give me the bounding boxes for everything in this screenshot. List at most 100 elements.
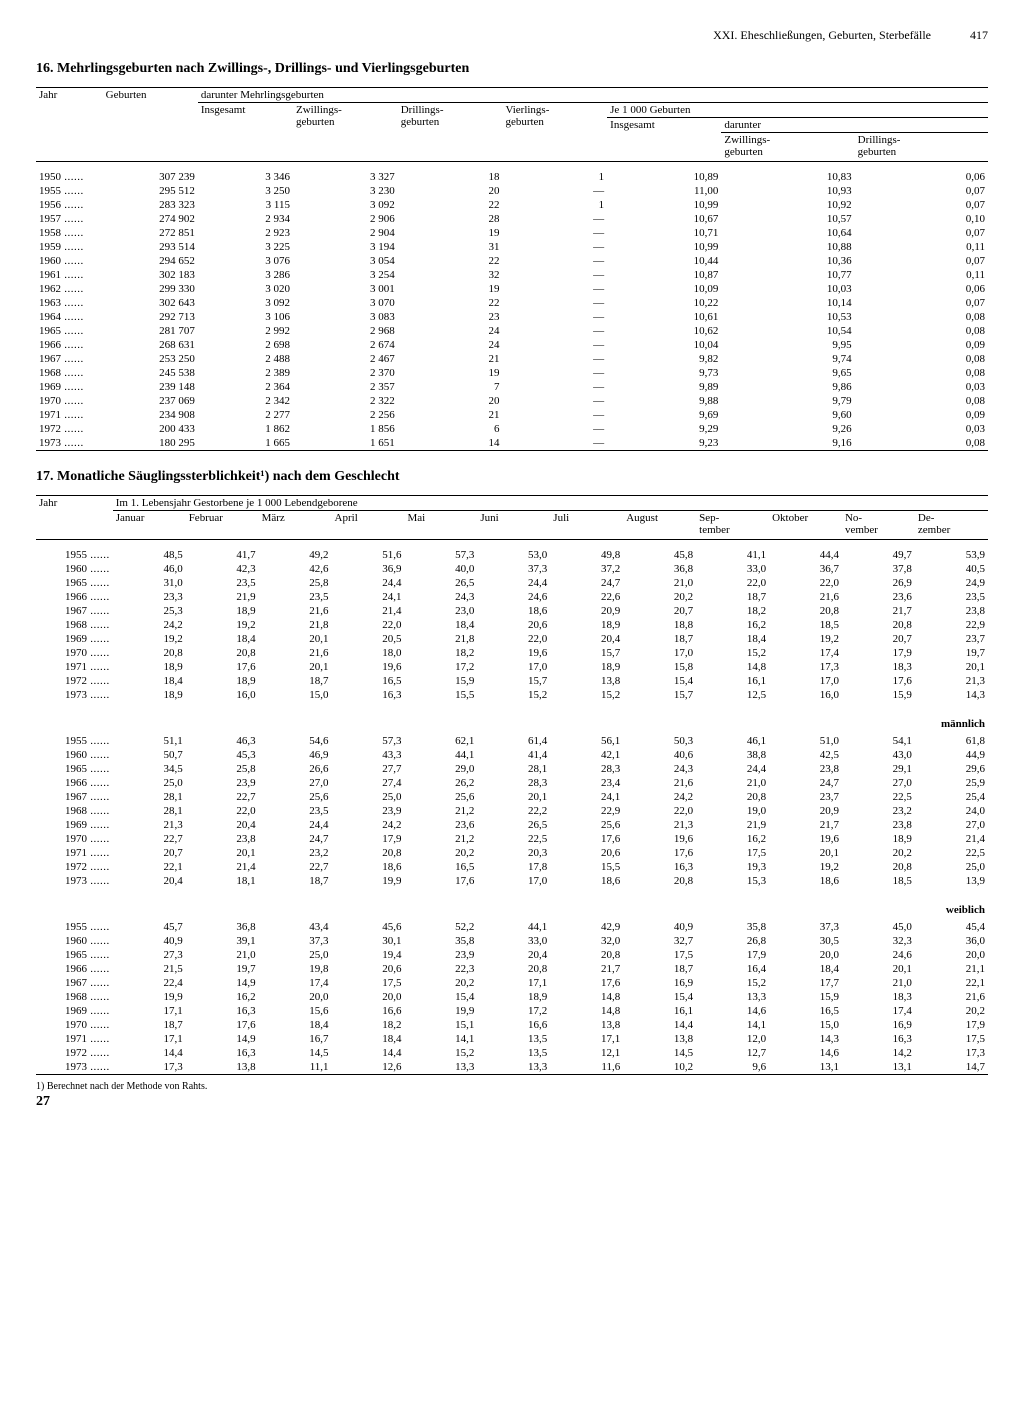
cell: 18,7 — [113, 1018, 186, 1032]
cell: 16,3 — [332, 688, 405, 702]
cell: 28,1 — [113, 804, 186, 818]
cell: 9,69 — [607, 408, 721, 422]
cell-year: 1968 — [36, 990, 113, 1004]
cell: 302 643 — [103, 296, 198, 310]
cell-year: 1970 — [36, 1018, 113, 1032]
cell: 22,0 — [477, 632, 550, 646]
cell: 18,9 — [113, 660, 186, 674]
cell: 37,2 — [550, 562, 623, 576]
cell: 10,89 — [607, 170, 721, 184]
cell: 2 904 — [293, 226, 398, 240]
cell: 15,2 — [696, 646, 769, 660]
cell: 20,4 — [186, 818, 259, 832]
cell-year: 1967 — [36, 604, 113, 618]
table-row: 196725,318,921,621,423,018,620,920,718,2… — [36, 604, 988, 618]
cell: 45,4 — [915, 920, 988, 934]
cell: 17,9 — [915, 1018, 988, 1032]
cell: 62,1 — [404, 734, 477, 748]
cell: 15,5 — [404, 688, 477, 702]
cell: 17,5 — [623, 948, 696, 962]
cell: 17,1 — [113, 1032, 186, 1046]
table16: Jahr Geburten darunter Mehrlingsgeburten… — [36, 88, 988, 450]
cell: 22,7 — [186, 790, 259, 804]
cell: 19,0 — [696, 804, 769, 818]
cell: 51,1 — [113, 734, 186, 748]
table-row: 1960294 6523 0763 05422—10,4410,360,07 — [36, 254, 988, 268]
cell: 237 069 — [103, 394, 198, 408]
cell: 3 346 — [198, 170, 293, 184]
cell: 23,9 — [332, 804, 405, 818]
cell: — — [502, 282, 607, 296]
cell: 0,03 — [855, 422, 988, 436]
cell: 18,7 — [259, 674, 332, 688]
cell: 22,0 — [623, 804, 696, 818]
cell: 2 322 — [293, 394, 398, 408]
cell: 46,9 — [259, 748, 332, 762]
table-row: 197022,723,824,717,921,222,517,619,616,2… — [36, 832, 988, 846]
cell: 23,5 — [186, 576, 259, 590]
table-row: 1972200 4331 8621 8566—9,299,260,03 — [36, 422, 988, 436]
cell: 16,9 — [623, 976, 696, 990]
cell: 3 076 — [198, 254, 293, 268]
cell: 23,8 — [186, 832, 259, 846]
cell: 20,2 — [842, 846, 915, 860]
cell: 28,3 — [550, 762, 623, 776]
cell: 43,0 — [842, 748, 915, 762]
cell: 21,3 — [113, 818, 186, 832]
cell: 14,6 — [696, 1004, 769, 1018]
table-row: 196531,023,525,824,426,524,424,721,022,0… — [36, 576, 988, 590]
cell: 44,1 — [477, 920, 550, 934]
cell: 15,3 — [696, 874, 769, 888]
cell: 9,79 — [721, 394, 854, 408]
table-row: 1959293 5143 2253 19431—10,9910,880,11 — [36, 240, 988, 254]
cell: 3 115 — [198, 198, 293, 212]
cell: 15,4 — [623, 674, 696, 688]
cell: 13,9 — [915, 874, 988, 888]
cell: 16,3 — [842, 1032, 915, 1046]
cell: 25,0 — [259, 948, 332, 962]
table-row: 197120,720,123,220,820,220,320,617,617,5… — [36, 846, 988, 860]
cell: 281 707 — [103, 324, 198, 338]
hdr-month: Sep- tember — [696, 511, 769, 538]
cell: 24,1 — [550, 790, 623, 804]
cell: 13,5 — [477, 1032, 550, 1046]
cell: 17,1 — [550, 1032, 623, 1046]
cell: 20,2 — [404, 976, 477, 990]
cell: 20,2 — [404, 846, 477, 860]
cell: 17,6 — [623, 846, 696, 860]
table-row: 1964292 7133 1063 08323—10,6110,530,08 — [36, 310, 988, 324]
cell: 52,2 — [404, 920, 477, 934]
cell: 18,4 — [259, 1018, 332, 1032]
table-row: 197214,416,314,514,415,213,512,114,512,7… — [36, 1046, 988, 1060]
cell: 19,6 — [332, 660, 405, 674]
cell: 22,0 — [332, 618, 405, 632]
cell: 51,6 — [332, 548, 405, 562]
cell: 24,3 — [404, 590, 477, 604]
cell: 19,6 — [769, 832, 842, 846]
cell: 20,8 — [332, 846, 405, 860]
cell: 3 092 — [293, 198, 398, 212]
cell: 14,6 — [769, 1046, 842, 1060]
table-row: 196722,414,917,417,520,217,117,616,915,2… — [36, 976, 988, 990]
cell: 3 020 — [198, 282, 293, 296]
cell: 14,4 — [332, 1046, 405, 1060]
table-row: 196824,219,221,822,018,420,618,918,816,2… — [36, 618, 988, 632]
table-row: 197320,418,118,719,917,617,018,620,815,3… — [36, 874, 988, 888]
cell: 31,0 — [113, 576, 186, 590]
cell: 18,9 — [186, 604, 259, 618]
cell: 17,1 — [477, 976, 550, 990]
cell: 24,9 — [915, 576, 988, 590]
cell: 27,0 — [259, 776, 332, 790]
cell: 3 106 — [198, 310, 293, 324]
cell: 15,5 — [550, 860, 623, 874]
cell: 1 — [502, 198, 607, 212]
cell-year: 1972 — [36, 422, 103, 436]
cell-year: 1955 — [36, 734, 113, 748]
cell: 50,3 — [623, 734, 696, 748]
cell: 0,08 — [855, 436, 988, 450]
cell: 20,0 — [915, 948, 988, 962]
rule — [36, 1074, 988, 1075]
cell: 16,1 — [623, 1004, 696, 1018]
cell: 19 — [398, 226, 503, 240]
cell: 20,9 — [769, 804, 842, 818]
